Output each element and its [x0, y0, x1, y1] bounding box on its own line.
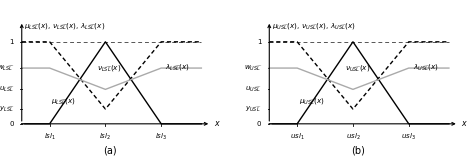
- Text: (b): (b): [351, 145, 365, 155]
- Text: $\mu_{\widetilde{LSL}}(x)$: $\mu_{\widetilde{LSL}}(x)$: [51, 96, 76, 106]
- Text: $0$: $0$: [256, 119, 262, 128]
- Text: $\mu_{\widetilde{USL}}(x)$: $\mu_{\widetilde{USL}}(x)$: [299, 96, 325, 106]
- Text: $lsl_2$: $lsl_2$: [100, 132, 111, 142]
- Text: $u_{\widetilde{USL}}$: $u_{\widetilde{USL}}$: [245, 85, 262, 94]
- Text: $lsl_1$: $lsl_1$: [44, 132, 56, 142]
- Text: $usl_2$: $usl_2$: [346, 132, 360, 142]
- Text: $u_{\widetilde{LSL}}$: $u_{\widetilde{LSL}}$: [0, 85, 15, 94]
- Text: $\nu_{\widetilde{LSL}}(x)$: $\nu_{\widetilde{LSL}}(x)$: [97, 63, 121, 73]
- Text: $lsl_3$: $lsl_3$: [155, 132, 167, 142]
- Text: $\lambda_{\widetilde{LSL}}(x)$: $\lambda_{\widetilde{LSL}}(x)$: [165, 62, 191, 72]
- Text: $x$: $x$: [214, 119, 221, 128]
- Text: $\mu_{\widetilde{USL}}(x),\, \nu_{\widetilde{USL}}(x),\, \lambda_{\widetilde{USL: $\mu_{\widetilde{USL}}(x),\, \nu_{\widet…: [272, 21, 356, 31]
- Text: $0$: $0$: [9, 119, 15, 128]
- Text: $usl_1$: $usl_1$: [290, 132, 304, 142]
- Text: $w_{\widetilde{LSL}}$: $w_{\widetilde{LSL}}$: [0, 63, 15, 73]
- Text: $1$: $1$: [256, 37, 262, 46]
- Text: $y_{\widetilde{LSL}}$: $y_{\widetilde{LSL}}$: [0, 104, 15, 114]
- Text: $\mu_{\widetilde{LSL}}(x),\, \nu_{\widetilde{LSL}}(x),\, \lambda_{\widetilde{LSL: $\mu_{\widetilde{LSL}}(x),\, \nu_{\widet…: [24, 21, 105, 31]
- Text: $y_{\widetilde{USL}}$: $y_{\widetilde{USL}}$: [246, 104, 262, 114]
- Text: $w_{\widetilde{USL}}$: $w_{\widetilde{USL}}$: [244, 63, 262, 73]
- Text: $x$: $x$: [462, 119, 468, 128]
- Text: $\lambda_{\widetilde{USL}}(x)$: $\lambda_{\widetilde{USL}}(x)$: [413, 62, 439, 72]
- Text: $\nu_{\widetilde{USL}}(x)$: $\nu_{\widetilde{USL}}(x)$: [345, 63, 370, 73]
- Text: $1$: $1$: [9, 37, 15, 46]
- Text: (a): (a): [103, 145, 117, 155]
- Text: $usl_3$: $usl_3$: [401, 132, 416, 142]
